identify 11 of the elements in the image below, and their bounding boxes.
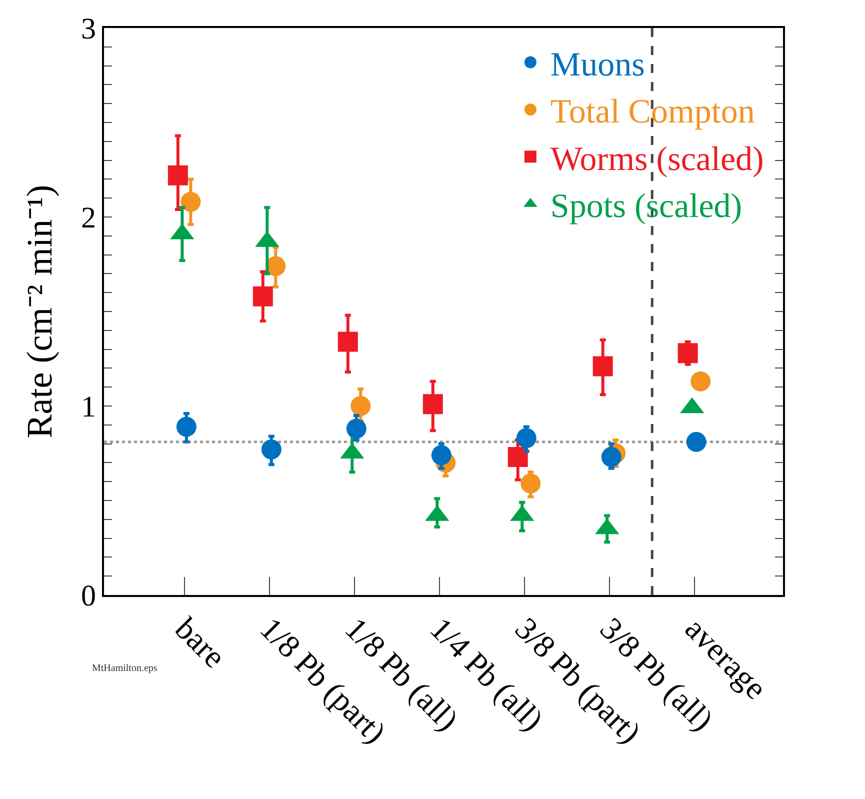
- legend-label: Muons: [550, 46, 645, 84]
- y-tick-label: 3: [81, 12, 96, 46]
- x-tick-label: bare: [168, 610, 233, 675]
- legend-label: Worms (scaled): [550, 140, 764, 178]
- legend-label: Total Compton: [550, 94, 755, 131]
- y-tick-label: 1: [81, 390, 96, 424]
- y-axis-title: Rate (cm⁻² min⁻¹): [19, 184, 60, 438]
- y-tick-label: 2: [81, 202, 96, 234]
- text: MtHamilton.eps: [92, 663, 158, 674]
- legend-label: Spots (scaled): [550, 188, 742, 226]
- y-tick-label: 0: [81, 580, 96, 612]
